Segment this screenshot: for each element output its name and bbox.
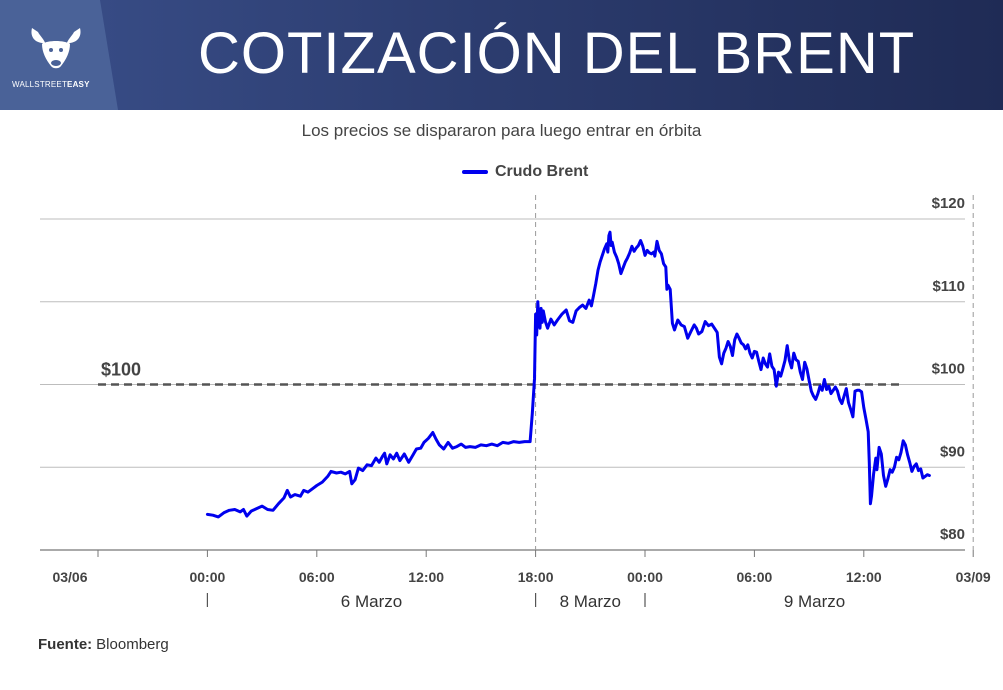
chart-legend: Crudo Brent (462, 160, 588, 184)
x-tick-label: 12:00 (846, 569, 882, 585)
logo-wordmark: WALLSTREETEASY (12, 80, 90, 89)
chart-subtitle: Los precios se dispararon para luego ent… (301, 121, 702, 140)
x-tick-label: 18:00 (518, 569, 554, 585)
day-label: 9 Marzo (784, 592, 845, 611)
day-label: 6 Marzo (341, 592, 402, 611)
legend-swatch (462, 170, 488, 174)
reference-line-label: $100 (101, 360, 141, 380)
day-label: 8 Marzo (560, 592, 621, 611)
series-line-crudo-brent (205, 230, 931, 519)
source-label: Fuente: (38, 636, 93, 653)
y-tick-label: $100 (932, 361, 965, 378)
x-tick-label: 00:00 (189, 569, 225, 585)
y-tick-label: $120 (932, 195, 965, 212)
x-tick-label: 03/06 (52, 569, 87, 585)
source-value: Bloomberg (96, 636, 169, 653)
bull-head-icon (31, 28, 81, 69)
legend-label: Crudo Brent (495, 163, 589, 180)
source-note: Fuente: Bloomberg (38, 636, 169, 653)
x-tick-label: 00:00 (627, 569, 663, 585)
y-tick-label: $110 (932, 278, 965, 295)
page-title: COTIZACIÓN DEL BRENT (198, 21, 916, 86)
x-tick-label: 06:00 (299, 569, 335, 585)
y-tick-label: $90 (940, 443, 965, 460)
header-banner: WALLSTREETEASY COTIZACIÓN DEL BRENT (0, 0, 1003, 110)
logo-panel: WALLSTREETEASY (0, 0, 118, 110)
y-tick-label: $80 (940, 526, 965, 543)
x-tick-label: 03/09 (956, 569, 991, 585)
x-tick-label: 12:00 (408, 569, 444, 585)
x-tick-label: 06:00 (736, 569, 772, 585)
